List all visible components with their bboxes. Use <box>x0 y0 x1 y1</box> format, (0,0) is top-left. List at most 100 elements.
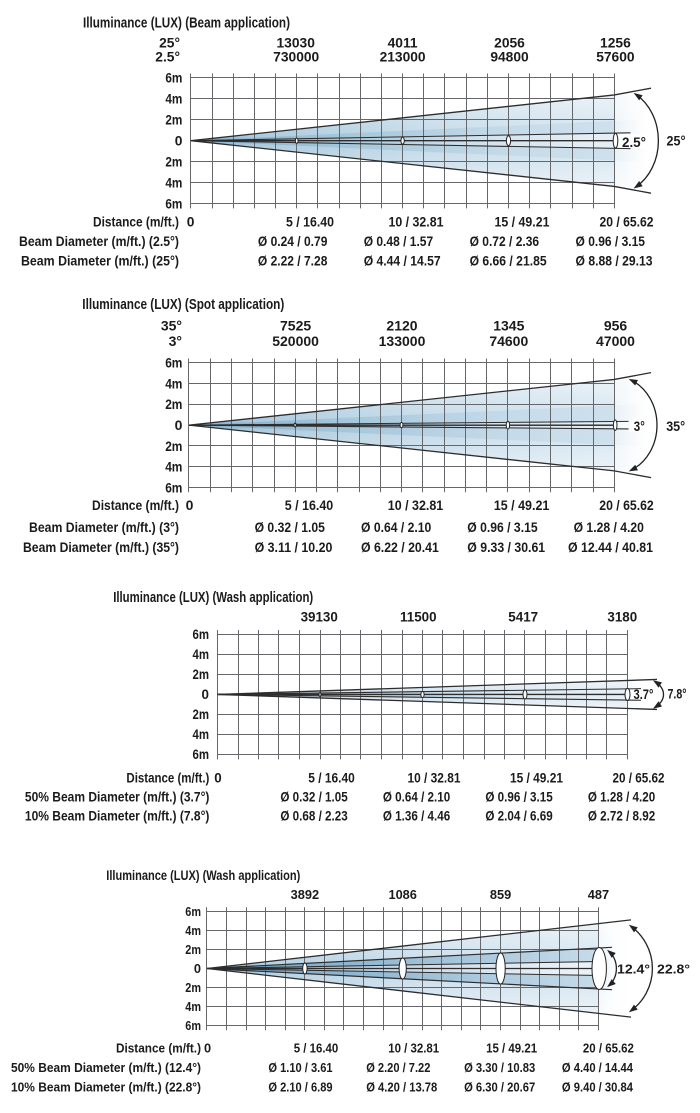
svg-text:Distance (m/ft.): Distance (m/ft.) <box>93 214 179 229</box>
svg-text:Ø 9.40 / 30.84: Ø 9.40 / 30.84 <box>562 1080 634 1095</box>
svg-text:Beam Diameter (m/ft.) (3°): Beam Diameter (m/ft.) (3°) <box>29 519 179 535</box>
svg-text:35°: 35° <box>161 317 182 333</box>
svg-text:0: 0 <box>194 961 201 976</box>
svg-text:5 / 16.40: 5 / 16.40 <box>285 497 334 513</box>
svg-text:50% Beam Diameter (m/ft.) (12.: 50% Beam Diameter (m/ft.) (12.4°) <box>11 1060 201 1075</box>
svg-text:25°: 25° <box>667 133 686 148</box>
svg-text:Ø 0.32 / 1.05: Ø 0.32 / 1.05 <box>255 519 325 535</box>
svg-text:Ø 0.96 / 3.15: Ø 0.96 / 3.15 <box>576 234 646 249</box>
svg-text:11500: 11500 <box>400 609 437 624</box>
svg-text:Illuminance (LUX) (Wash applic: Illuminance (LUX) (Wash application) <box>113 590 313 606</box>
svg-text:4m: 4m <box>165 459 182 475</box>
svg-text:6m: 6m <box>185 904 201 919</box>
svg-text:15 / 49.21: 15 / 49.21 <box>510 771 563 786</box>
svg-text:39130: 39130 <box>301 609 338 624</box>
svg-text:Ø 3.30 / 10.83: Ø 3.30 / 10.83 <box>464 1060 535 1075</box>
svg-text:3°: 3° <box>634 418 645 434</box>
svg-text:Beam Diameter (m/ft.) (2.5°): Beam Diameter (m/ft.) (2.5°) <box>19 234 179 249</box>
svg-text:10% Beam Diameter (m/ft.) (22.: 10% Beam Diameter (m/ft.) (22.8°) <box>11 1080 201 1095</box>
svg-text:2.5°: 2.5° <box>155 50 180 65</box>
svg-text:5 / 16.40: 5 / 16.40 <box>286 214 334 229</box>
svg-text:Ø 1.28 / 4.20: Ø 1.28 / 4.20 <box>574 519 644 535</box>
svg-text:859: 859 <box>490 887 511 902</box>
svg-text:15 / 49.21: 15 / 49.21 <box>494 497 550 513</box>
svg-text:Ø 4.44 / 14.57: Ø 4.44 / 14.57 <box>364 253 441 268</box>
svg-text:487: 487 <box>588 887 609 902</box>
svg-text:50% Beam Diameter (m/ft.) (3.7: 50% Beam Diameter (m/ft.) (3.7°) <box>25 790 210 805</box>
svg-text:13030: 13030 <box>277 36 316 51</box>
svg-text:4m: 4m <box>165 375 182 391</box>
svg-text:Ø 12.44 / 40.81: Ø 12.44 / 40.81 <box>568 539 653 555</box>
svg-text:35°: 35° <box>666 418 685 434</box>
svg-text:3892: 3892 <box>291 887 319 902</box>
svg-text:10 / 32.81: 10 / 32.81 <box>408 771 461 786</box>
svg-text:4m: 4m <box>165 175 182 190</box>
svg-text:4m: 4m <box>185 923 201 938</box>
svg-text:94800: 94800 <box>490 50 529 65</box>
svg-text:47000: 47000 <box>596 333 635 349</box>
svg-text:Ø 2.10 / 6.89: Ø 2.10 / 6.89 <box>268 1080 332 1095</box>
svg-text:2m: 2m <box>165 155 182 170</box>
svg-text:10 / 32.81: 10 / 32.81 <box>388 497 444 513</box>
svg-text:10 / 32.81: 10 / 32.81 <box>389 214 444 229</box>
svg-text:Beam Diameter (m/ft.) (35°): Beam Diameter (m/ft.) (35°) <box>23 539 179 555</box>
svg-text:Ø 2.72 / 8.92: Ø 2.72 / 8.92 <box>588 808 655 823</box>
svg-text:57600: 57600 <box>596 50 635 65</box>
svg-text:6m: 6m <box>165 355 182 371</box>
svg-text:Ø 0.96 / 3.15: Ø 0.96 / 3.15 <box>485 790 553 805</box>
svg-text:Illuminance (LUX) (Spot applic: Illuminance (LUX) (Spot application) <box>82 296 284 313</box>
svg-text:Ø 9.33 / 30.61: Ø 9.33 / 30.61 <box>467 539 545 555</box>
svg-text:3°: 3° <box>169 333 182 349</box>
svg-text:Illuminance (LUX) (Beam applic: Illuminance (LUX) (Beam application) <box>83 15 290 32</box>
svg-text:12.4°: 12.4° <box>617 962 650 977</box>
svg-text:2m: 2m <box>165 396 182 412</box>
svg-text:Distance (m/ft.): Distance (m/ft.) <box>126 771 209 786</box>
svg-text:Ø 0.72 / 2.36: Ø 0.72 / 2.36 <box>470 234 540 249</box>
svg-text:20 / 65.62: 20 / 65.62 <box>600 214 654 229</box>
svg-text:20 / 65.62: 20 / 65.62 <box>613 771 665 786</box>
svg-text:Ø 1.10 / 3.61: Ø 1.10 / 3.61 <box>268 1060 332 1075</box>
svg-text:Ø 6.30 / 20.67: Ø 6.30 / 20.67 <box>464 1080 535 1095</box>
svg-text:0: 0 <box>175 417 183 433</box>
svg-text:730000: 730000 <box>273 50 319 65</box>
svg-text:Distance (m/ft.): Distance (m/ft.) <box>116 1041 201 1056</box>
svg-text:2m: 2m <box>185 980 201 995</box>
svg-text:Ø 6.22 / 20.41: Ø 6.22 / 20.41 <box>361 539 439 555</box>
svg-text:0: 0 <box>187 214 195 229</box>
svg-text:6m: 6m <box>193 627 210 642</box>
svg-text:0: 0 <box>214 771 221 786</box>
svg-text:6m: 6m <box>185 1018 201 1033</box>
svg-text:1256: 1256 <box>600 36 631 51</box>
svg-text:Ø 4.40 / 14.44: Ø 4.40 / 14.44 <box>562 1060 634 1075</box>
svg-text:15 / 49.21: 15 / 49.21 <box>486 1041 537 1056</box>
svg-text:Ø 0.48 / 1.57: Ø 0.48 / 1.57 <box>364 234 434 249</box>
svg-text:74600: 74600 <box>489 333 528 349</box>
svg-text:Ø 0.32 / 1.05: Ø 0.32 / 1.05 <box>280 790 348 805</box>
svg-text:4011: 4011 <box>388 36 418 51</box>
svg-text:2m: 2m <box>185 942 201 957</box>
svg-text:Ø 8.88 / 29.13: Ø 8.88 / 29.13 <box>576 253 653 268</box>
svg-text:133000: 133000 <box>379 333 426 349</box>
svg-text:Ø 1.36 / 4.46: Ø 1.36 / 4.46 <box>383 808 450 823</box>
svg-text:Ø 0.68 / 2.23: Ø 0.68 / 2.23 <box>280 808 347 823</box>
svg-text:6m: 6m <box>165 196 182 211</box>
svg-text:Ø 1.28 / 4.20: Ø 1.28 / 4.20 <box>588 790 655 805</box>
svg-text:7.8°: 7.8° <box>668 687 687 702</box>
svg-text:20 / 65.62: 20 / 65.62 <box>583 1041 634 1056</box>
svg-text:0: 0 <box>186 497 194 513</box>
svg-text:Ø 4.20 / 13.78: Ø 4.20 / 13.78 <box>366 1080 437 1095</box>
svg-text:Beam Diameter (m/ft.) (25°): Beam Diameter (m/ft.) (25°) <box>21 253 179 268</box>
svg-text:5417: 5417 <box>508 609 538 624</box>
svg-text:3180: 3180 <box>607 609 637 624</box>
svg-text:22.8°: 22.8° <box>657 962 690 977</box>
svg-text:15 / 49.21: 15 / 49.21 <box>495 214 550 229</box>
svg-text:520000: 520000 <box>272 333 319 349</box>
svg-text:2m: 2m <box>193 707 210 722</box>
svg-text:213000: 213000 <box>380 50 426 65</box>
svg-text:2056: 2056 <box>494 36 525 51</box>
svg-text:1345: 1345 <box>493 317 524 333</box>
svg-text:Ø 3.11 / 10.20: Ø 3.11 / 10.20 <box>255 539 333 555</box>
svg-text:0: 0 <box>204 1041 211 1056</box>
svg-text:20 / 65.62: 20 / 65.62 <box>599 497 654 513</box>
svg-text:956: 956 <box>604 317 628 333</box>
